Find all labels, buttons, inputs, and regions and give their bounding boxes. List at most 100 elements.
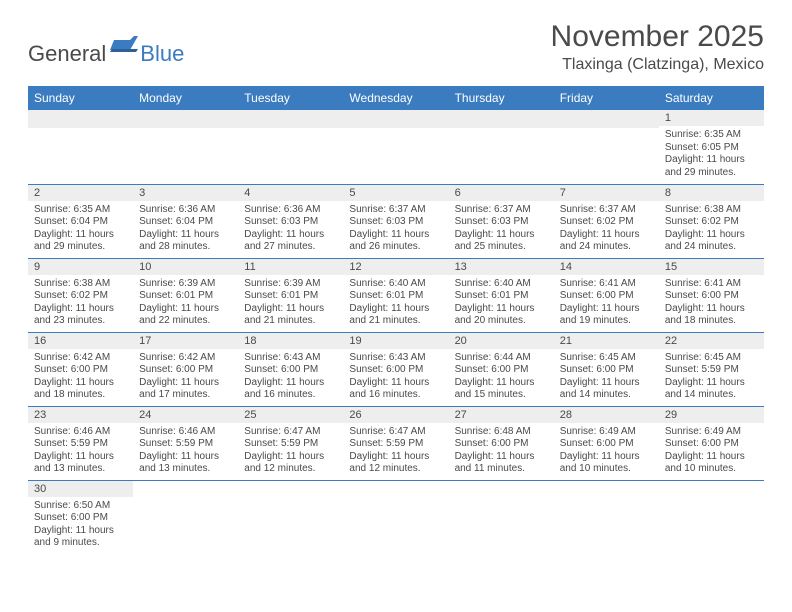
daylight-text: Daylight: 11 hours and 14 minutes. (560, 377, 653, 402)
sunset-text: Sunset: 6:00 PM (665, 290, 758, 303)
sunrise-text: Sunrise: 6:49 AM (560, 426, 653, 439)
sunrise-text: Sunrise: 6:40 AM (349, 278, 442, 291)
calendar-day-cell (554, 480, 659, 554)
daylight-text: Daylight: 11 hours and 29 minutes. (34, 229, 127, 254)
calendar-day-cell (449, 480, 554, 554)
day-number: 1 (659, 110, 764, 126)
calendar-day-cell (343, 110, 448, 184)
sunrise-text: Sunrise: 6:38 AM (34, 278, 127, 291)
calendar-body: 1 Sunrise: 6:35 AM Sunset: 6:05 PM Daylight… (28, 110, 764, 554)
day-details: Sunrise: 6:36 AMSunset: 6:03 PMDaylight:… (238, 201, 343, 258)
sunrise-text: Sunrise: 6:49 AM (665, 426, 758, 439)
sunset-text: Sunset: 6:00 PM (560, 290, 653, 303)
sunrise-text: Sunrise: 6:43 AM (349, 352, 442, 365)
calendar-day-cell: 21Sunrise: 6:45 AMSunset: 6:00 PMDayligh… (554, 332, 659, 406)
day-details: Sunrise: 6:43 AMSunset: 6:00 PMDaylight:… (343, 349, 448, 406)
empty-day-header (238, 110, 343, 128)
day-details: Sunrise: 6:44 AMSunset: 6:00 PMDaylight:… (449, 349, 554, 406)
calendar-day-cell: 14Sunrise: 6:41 AMSunset: 6:00 PMDayligh… (554, 258, 659, 332)
weekday-header: Monday (133, 86, 238, 110)
day-number: 11 (238, 259, 343, 275)
day-number: 26 (343, 407, 448, 423)
calendar-day-cell (133, 110, 238, 184)
calendar-day-cell (238, 110, 343, 184)
daylight-text: Daylight: 11 hours and 14 minutes. (665, 377, 758, 402)
day-number: 14 (554, 259, 659, 275)
day-details: Sunrise: 6:40 AMSunset: 6:01 PMDaylight:… (343, 275, 448, 332)
day-details: Sunrise: 6:41 AMSunset: 6:00 PMDaylight:… (554, 275, 659, 332)
calendar-day-cell: 26Sunrise: 6:47 AMSunset: 5:59 PMDayligh… (343, 406, 448, 480)
sunrise-text: Sunrise: 6:35 AM (34, 204, 127, 217)
daylight-text: Daylight: 11 hours and 28 minutes. (139, 229, 232, 254)
calendar-day-cell (133, 480, 238, 554)
day-number: 8 (659, 185, 764, 201)
calendar-day-cell: 1Sunrise: 6:35 AMSunset: 6:05 PMDaylight… (659, 110, 764, 184)
logo-text-blue: Blue (140, 41, 184, 67)
calendar-day-cell: 11Sunrise: 6:39 AMSunset: 6:01 PMDayligh… (238, 258, 343, 332)
sunset-text: Sunset: 5:59 PM (665, 364, 758, 377)
daylight-text: Daylight: 11 hours and 10 minutes. (665, 451, 758, 476)
page-subtitle: Tlaxinga (Clatzinga), Mexico (551, 56, 764, 74)
day-number: 23 (28, 407, 133, 423)
sunset-text: Sunset: 6:00 PM (560, 364, 653, 377)
day-details: Sunrise: 6:43 AMSunset: 6:00 PMDaylight:… (238, 349, 343, 406)
weekday-header: Tuesday (238, 86, 343, 110)
sunset-text: Sunset: 6:00 PM (34, 512, 127, 525)
calendar-week-row: 9Sunrise: 6:38 AMSunset: 6:02 PMDaylight… (28, 258, 764, 332)
calendar-day-cell: 17Sunrise: 6:42 AMSunset: 6:00 PMDayligh… (133, 332, 238, 406)
daylight-text: Daylight: 11 hours and 22 minutes. (139, 303, 232, 328)
day-number: 22 (659, 333, 764, 349)
day-details: Sunrise: 6:36 AMSunset: 6:04 PMDaylight:… (133, 201, 238, 258)
weekday-header: Saturday (659, 86, 764, 110)
empty-day-header (28, 110, 133, 128)
sunrise-text: Sunrise: 6:48 AM (455, 426, 548, 439)
day-number: 16 (28, 333, 133, 349)
sunset-text: Sunset: 6:00 PM (665, 438, 758, 451)
calendar-week-row: 16Sunrise: 6:42 AMSunset: 6:00 PMDayligh… (28, 332, 764, 406)
sunrise-text: Sunrise: 6:36 AM (139, 204, 232, 217)
calendar-day-cell (343, 480, 448, 554)
daylight-text: Daylight: 11 hours and 15 minutes. (455, 377, 548, 402)
sunset-text: Sunset: 6:00 PM (349, 364, 442, 377)
calendar-day-cell: 23Sunrise: 6:46 AMSunset: 5:59 PMDayligh… (28, 406, 133, 480)
sunset-text: Sunset: 6:05 PM (665, 142, 758, 155)
day-number: 7 (554, 185, 659, 201)
calendar-day-cell: 13Sunrise: 6:40 AMSunset: 6:01 PMDayligh… (449, 258, 554, 332)
calendar-day-cell: 3Sunrise: 6:36 AMSunset: 6:04 PMDaylight… (133, 184, 238, 258)
day-number: 27 (449, 407, 554, 423)
sunrise-text: Sunrise: 6:37 AM (349, 204, 442, 217)
empty-day-header (449, 110, 554, 128)
calendar-day-cell: 9Sunrise: 6:38 AMSunset: 6:02 PMDaylight… (28, 258, 133, 332)
day-details: Sunrise: 6:39 AMSunset: 6:01 PMDaylight:… (133, 275, 238, 332)
day-number: 25 (238, 407, 343, 423)
day-number: 19 (343, 333, 448, 349)
calendar-day-cell: 10Sunrise: 6:39 AMSunset: 6:01 PMDayligh… (133, 258, 238, 332)
day-details: Sunrise: 6:46 AMSunset: 5:59 PMDaylight:… (28, 423, 133, 480)
weekday-header: Sunday (28, 86, 133, 110)
empty-day-header (343, 110, 448, 128)
title-block: November 2025 Tlaxinga (Clatzinga), Mexi… (551, 20, 764, 74)
daylight-text: Daylight: 11 hours and 20 minutes. (455, 303, 548, 328)
sunset-text: Sunset: 6:00 PM (560, 438, 653, 451)
sunset-text: Sunset: 6:01 PM (244, 290, 337, 303)
sunset-text: Sunset: 6:01 PM (139, 290, 232, 303)
calendar-day-cell: 18Sunrise: 6:43 AMSunset: 6:00 PMDayligh… (238, 332, 343, 406)
daylight-text: Daylight: 11 hours and 24 minutes. (560, 229, 653, 254)
daylight-text: Daylight: 11 hours and 11 minutes. (455, 451, 548, 476)
sunset-text: Sunset: 6:00 PM (139, 364, 232, 377)
calendar-day-cell: 16Sunrise: 6:42 AMSunset: 6:00 PMDayligh… (28, 332, 133, 406)
sunrise-text: Sunrise: 6:42 AM (34, 352, 127, 365)
calendar-week-row: 2Sunrise: 6:35 AMSunset: 6:04 PMDaylight… (28, 184, 764, 258)
day-details: Sunrise: 6:48 AMSunset: 6:00 PMDaylight:… (449, 423, 554, 480)
calendar-day-cell (238, 480, 343, 554)
sunrise-text: Sunrise: 6:36 AM (244, 204, 337, 217)
sunset-text: Sunset: 6:03 PM (455, 216, 548, 229)
calendar-week-row: 30Sunrise: 6:50 AMSunset: 6:00 PMDayligh… (28, 480, 764, 554)
calendar-day-cell: 12Sunrise: 6:40 AMSunset: 6:01 PMDayligh… (343, 258, 448, 332)
weekday-header: Wednesday (343, 86, 448, 110)
daylight-text: Daylight: 11 hours and 21 minutes. (244, 303, 337, 328)
calendar-day-cell: 29Sunrise: 6:49 AMSunset: 6:00 PMDayligh… (659, 406, 764, 480)
sunset-text: Sunset: 6:01 PM (455, 290, 548, 303)
day-details: Sunrise: 6:39 AMSunset: 6:01 PMDaylight:… (238, 275, 343, 332)
weekday-header: Friday (554, 86, 659, 110)
